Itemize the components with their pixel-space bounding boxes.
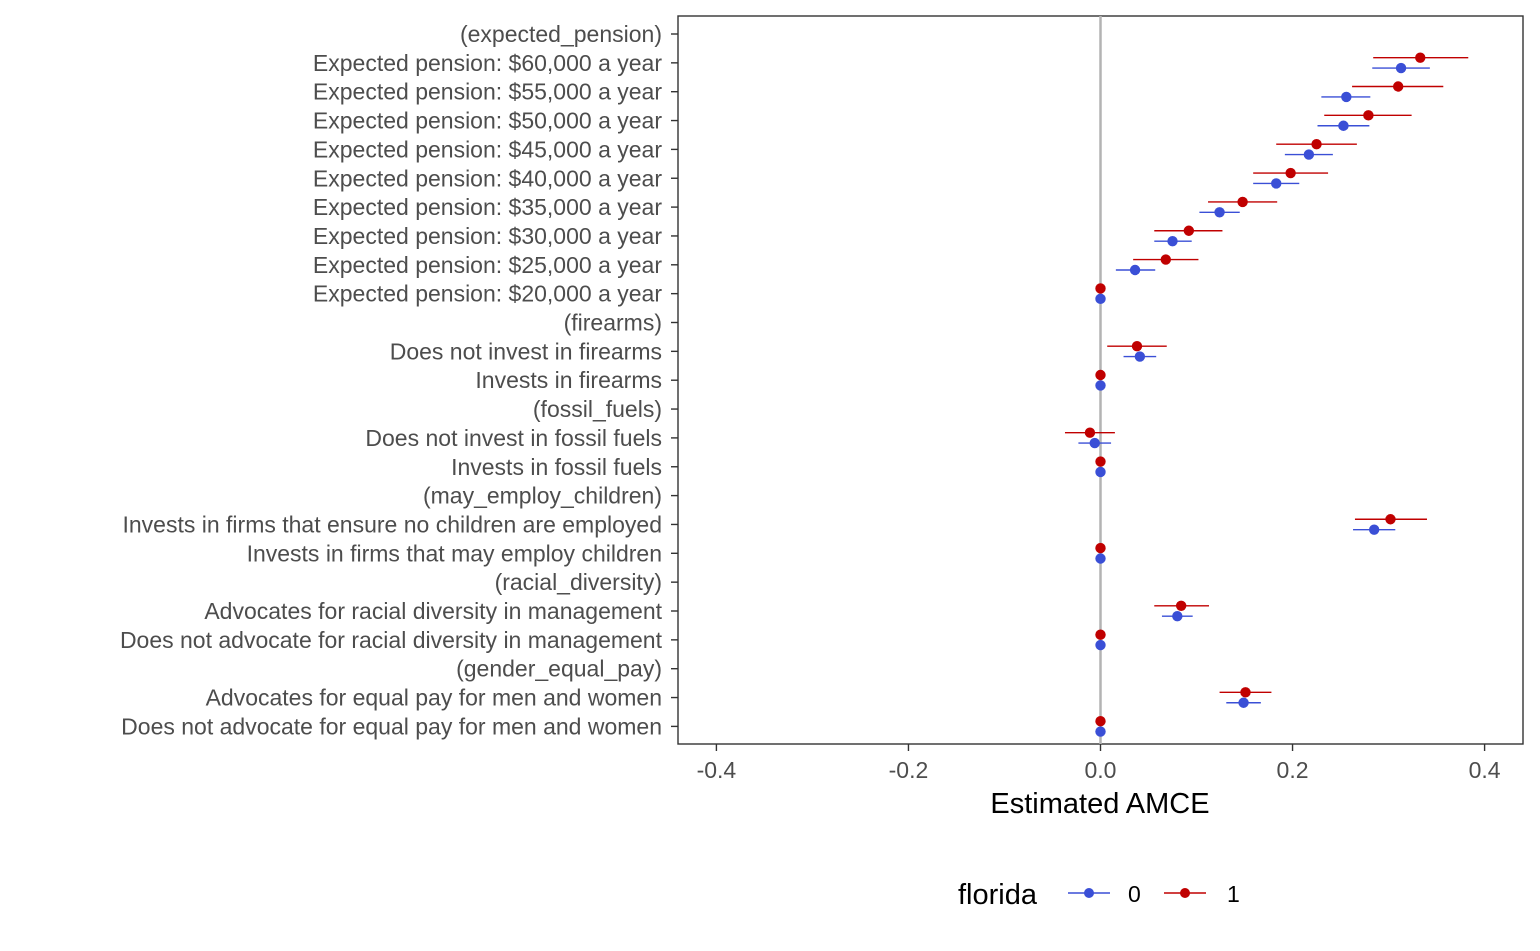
y-tick-label: Expected pension: $45,000 a year (313, 136, 662, 162)
estimate-point (1095, 553, 1106, 564)
y-tick-label: Expected pension: $20,000 a year (313, 281, 662, 307)
estimate-point (1415, 52, 1426, 63)
estimate-point (1095, 716, 1106, 727)
legend-title: florida (958, 879, 1038, 911)
series-1 (1064, 52, 1469, 727)
estimate-point (1172, 611, 1183, 622)
y-tick-label: Invests in firms that may employ childre… (247, 540, 662, 566)
estimate-point (1240, 687, 1251, 698)
estimate-point (1095, 369, 1106, 381)
estimate-point (1341, 91, 1352, 103)
y-tick-label: Does not advocate for racial diversity i… (120, 627, 663, 653)
estimate-point (1095, 542, 1106, 554)
estimate-point (1392, 81, 1404, 92)
y-tick-label: (gender_equal_pay) (456, 656, 662, 682)
series-0 (1078, 62, 1430, 737)
y-tick-label: Advocates for racial diversity in manage… (204, 598, 662, 624)
legend: florida 0 1 (958, 879, 1240, 911)
x-tick-label: 0.0 (1085, 757, 1117, 783)
x-axis-title: Estimated AMCE (990, 788, 1209, 820)
estimate-point (1285, 167, 1296, 179)
estimate-point (1095, 726, 1106, 737)
estimate-point (1303, 149, 1315, 160)
y-tick-label: Invests in firms that ensure no children… (123, 511, 663, 537)
estimate-point (1134, 351, 1146, 362)
estimate-point (1238, 697, 1249, 708)
y-tick-label: Invests in fossil fuels (451, 454, 662, 480)
y-tick-label: (firearms) (564, 310, 662, 336)
legend-label: 0 (1128, 881, 1141, 907)
y-tick-label: Expected pension: $40,000 a year (313, 165, 662, 191)
y-tick-label: Expected pension: $60,000 a year (313, 50, 662, 76)
estimate-point (1271, 178, 1282, 189)
estimate-point (1395, 62, 1407, 74)
estimate-point (1385, 514, 1396, 525)
estimate-point (1095, 456, 1106, 467)
estimate-point (1084, 427, 1096, 438)
estimate-point (1089, 437, 1100, 449)
estimate-point (1311, 139, 1322, 150)
estimate-point (1095, 380, 1106, 391)
y-tick-label: Invests in firearms (475, 367, 662, 393)
y-axis: (expected_pension) Expected pension: $60,… (120, 21, 678, 739)
y-tick-label: Advocates for equal pay for men and wome… (206, 685, 662, 711)
x-tick-label: 0.2 (1277, 757, 1309, 783)
y-tick-label: (expected_pension) (460, 21, 662, 47)
estimate-point (1338, 120, 1349, 131)
estimate-point (1095, 466, 1106, 478)
estimate-point (1095, 293, 1106, 305)
estimate-point (1095, 629, 1106, 640)
estimate-point (1095, 639, 1106, 651)
x-tick-label: -0.4 (697, 757, 737, 783)
estimate-point (1363, 110, 1374, 121)
estimate-point (1095, 283, 1106, 294)
y-tick-label: Does not advocate for equal pay for men … (121, 713, 662, 739)
estimate-point (1167, 235, 1178, 247)
y-tick-label: Expected pension: $25,000 a year (313, 252, 662, 278)
estimate-point (1129, 264, 1141, 276)
y-tick-label: Expected pension: $35,000 a year (313, 194, 662, 220)
y-tick-label: (fossil_fuels) (533, 396, 662, 422)
estimate-point (1214, 207, 1225, 218)
estimate-point (1175, 600, 1187, 611)
y-tick-label: Does not invest in firearms (390, 338, 662, 364)
x-axis: -0.4 -0.2 0.0 0.2 0.4 (697, 744, 1501, 783)
estimate-point (1131, 340, 1143, 352)
y-tick-label: Expected pension: $30,000 a year (313, 223, 662, 249)
estimate-point (1160, 254, 1171, 265)
x-tick-label: 0.4 (1469, 757, 1501, 783)
x-tick-label: -0.2 (889, 757, 929, 783)
legend-key-point (1084, 888, 1094, 898)
estimate-point (1237, 196, 1248, 208)
y-tick-label: (racial_diversity) (495, 569, 662, 595)
legend-label: 1 (1227, 881, 1240, 907)
y-tick-label: Expected pension: $50,000 a year (313, 108, 662, 134)
y-tick-label: (may_employ_children) (423, 483, 662, 509)
data-marks (1064, 52, 1469, 737)
legend-key-point (1180, 888, 1190, 898)
estimate-point (1183, 225, 1195, 236)
y-tick-label: Expected pension: $55,000 a year (313, 79, 662, 105)
y-tick-label: Does not invest in fossil fuels (365, 425, 662, 451)
estimate-point (1368, 524, 1380, 535)
